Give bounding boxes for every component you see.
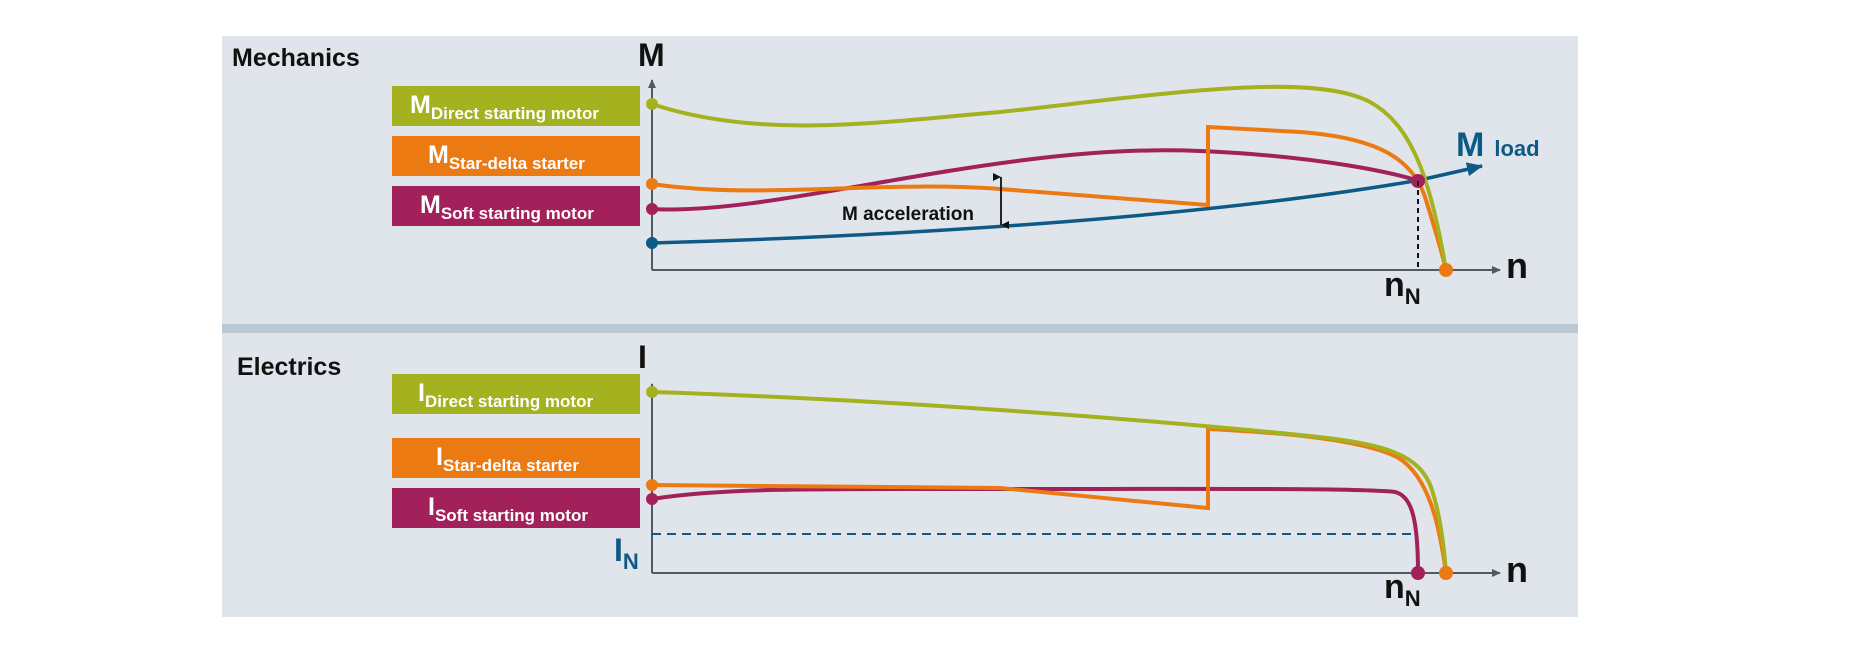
- electrics-soft-curve: [651, 486, 1420, 574]
- acceleration-label: M acceleration: [842, 204, 974, 225]
- legend-label: IDirect starting motor: [418, 379, 593, 411]
- panel-divider: [222, 324, 1578, 333]
- mechanics-legend-star-delta: MStar-delta starter: [392, 136, 640, 176]
- electrics-title: Electrics: [237, 353, 341, 381]
- electrics-legend-direct: IDirect starting motor: [392, 374, 640, 414]
- mechanics-soft-curve: [651, 148, 1419, 212]
- electrics-legend-soft: ISoft starting motor: [392, 488, 640, 528]
- legend-label: MDirect starting motor: [410, 91, 599, 123]
- electrics-direct-start-point: [646, 386, 658, 398]
- electrics-x-axis-label: n: [1506, 549, 1528, 590]
- electrics-nominal-speed-point: [1411, 566, 1425, 580]
- nominal-current-label: IN: [614, 532, 639, 574]
- mechanics-direct-curve: [651, 84, 1448, 271]
- mechanics-soft-start-point: [646, 203, 658, 215]
- legend-swatch: [392, 438, 640, 478]
- mechanics-title: Mechanics: [232, 44, 360, 72]
- mechanics-y-axis-label: M: [638, 37, 665, 73]
- mechanics-synchronous-point: [1439, 263, 1453, 277]
- electrics-star-delta-start-point: [646, 479, 658, 491]
- mechanics-legend-soft: MSoft starting motor: [392, 186, 640, 226]
- legend-swatch: [392, 136, 640, 176]
- electrics-synchronous-point: [1439, 566, 1453, 580]
- mechanics-legend-direct: MDirect starting motor: [392, 86, 640, 126]
- legend-swatch: [392, 374, 640, 414]
- electrics-legend-star-delta: IStar-delta starter: [392, 438, 640, 478]
- mechanics-load-start-point: [646, 237, 658, 249]
- electrics-nominal-speed-label: nN: [1384, 568, 1421, 611]
- legend-label: IStar-delta starter: [436, 443, 579, 475]
- mechanics-nominal-speed-label: nN: [1384, 266, 1421, 309]
- electrics-y-axis-label: I: [638, 339, 647, 375]
- mechanics-x-axis-label: n: [1506, 245, 1528, 286]
- mechanics-load-curve: [651, 162, 1483, 245]
- legend-label: ISoft starting motor: [428, 493, 588, 525]
- legend-label: MSoft starting motor: [420, 191, 594, 223]
- mechanics-star-delta-curve: [651, 124, 1448, 271]
- electrics-soft-start-point: [646, 493, 658, 505]
- electrics-direct-curve: [651, 390, 1448, 574]
- mechanics-direct-start-point: [646, 98, 658, 110]
- legend-swatch: [392, 86, 640, 126]
- legend-swatch: [392, 488, 640, 528]
- legend-swatch: [392, 186, 640, 226]
- legend-label: MStar-delta starter: [428, 141, 585, 173]
- mechanics-star-delta-start-point: [646, 178, 658, 190]
